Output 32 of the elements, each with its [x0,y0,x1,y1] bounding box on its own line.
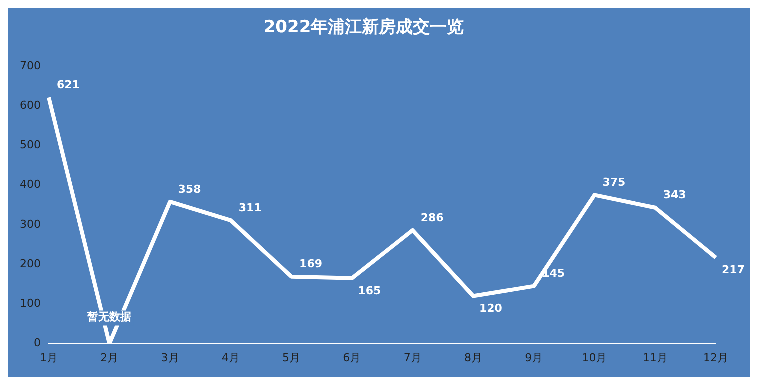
x-tick-label: 7月 [404,351,422,364]
x-tick-label: 4月 [222,351,240,364]
y-tick-label: 0 [34,336,41,350]
x-tick-label: 9月 [525,351,544,364]
data-label: 217 [722,264,745,277]
data-label: 311 [238,201,262,214]
x-tick-label: 8月 [464,351,482,364]
x-tick-label: 5月 [282,351,301,364]
x-tick-label: 10月 [582,351,608,364]
x-tick-label: 12月 [704,351,728,364]
y-tick-label: 700 [20,59,41,72]
x-tick-label: 6月 [343,351,362,364]
x-tick-label: 11月 [642,351,668,364]
data-label: 375 [602,176,626,190]
data-label: 286 [420,211,444,224]
chart-title: 2022年浦江新房成交一览 [264,18,464,38]
y-tick-label: 400 [20,178,41,192]
x-tick-label: 3月 [161,351,180,364]
data-label: 621 [56,78,80,92]
x-tick-label: 2月 [100,351,119,364]
y-tick-label: 200 [20,257,41,270]
x-tick-label: 1月 [40,351,58,364]
y-tick-label: 100 [20,297,41,310]
data-label: 暂无数据 [86,310,132,324]
y-tick-label: 600 [20,98,41,112]
data-label: 165 [358,284,382,298]
y-tick-label: 500 [20,138,41,152]
data-label: 120 [479,302,503,316]
data-label: 358 [178,182,202,196]
data-label: 169 [300,258,323,271]
y-tick-label: 300 [20,218,41,231]
data-label: 343 [663,188,686,202]
